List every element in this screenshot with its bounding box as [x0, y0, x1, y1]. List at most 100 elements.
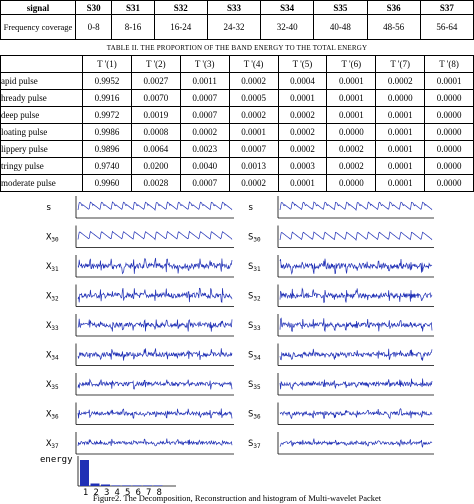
- panel-label: X30: [46, 233, 59, 244]
- band-header: S37: [419, 0, 474, 15]
- energy-ratio-cell: 0.0000: [375, 89, 426, 107]
- signal-panel: S31: [248, 255, 434, 278]
- energy-ratio-cell: 0.0001: [375, 174, 426, 192]
- corner-cell: [0, 55, 83, 73]
- energy-ratio-cell: 0.0002: [179, 123, 230, 141]
- energy-tick-label: 1: [83, 488, 88, 498]
- signal-panel: X32: [46, 284, 234, 307]
- energy-band-header: T '(4): [228, 55, 279, 73]
- multi-wavelet-figure: s X30 X31 X32 X33 X34 X35 X36 X37 s S30 S31 S32 S33 S3…: [40, 196, 434, 498]
- energy-ratio-cell: 0.0001: [375, 140, 426, 158]
- energy-band-header: T '(6): [326, 55, 377, 73]
- energy-ratio-cell: 0.9952: [82, 72, 132, 90]
- panel-label: S34: [248, 351, 261, 362]
- signal-panel: s: [46, 196, 234, 219]
- frequency-range-cell: 32-40: [260, 14, 315, 40]
- signal-trace: [279, 378, 433, 391]
- table-row: moderate pulse 0.9960 0.0028 0.0007 0.0002 0.…: [0, 174, 474, 192]
- signal-panel: X36: [46, 402, 234, 425]
- energy-tick-label: 3: [104, 488, 109, 498]
- signal-panel: S37: [248, 432, 434, 455]
- panel-label: S37: [248, 439, 261, 450]
- signal-panel: S30: [248, 225, 434, 248]
- energy-ratio-cell: 0.0003: [277, 157, 328, 175]
- panel-label: S35: [248, 380, 261, 391]
- energy-tick-label: 6: [136, 488, 141, 498]
- figure-caption: Figure2. The Decomposition, Reconstructi…: [92, 493, 382, 503]
- signal-panel: S33: [248, 314, 434, 337]
- energy-ratio-cell: 0.0001: [326, 72, 377, 90]
- panel-label: s: [46, 203, 51, 213]
- signal-panel: X37: [46, 432, 234, 455]
- frequency-range-cell: 24-32: [206, 14, 262, 40]
- signal-trace: [279, 408, 433, 420]
- signal-header: signal: [0, 0, 76, 15]
- pulse-type-label: deep pulse: [0, 106, 83, 124]
- energy-ratio-cell: 0.0013: [228, 157, 279, 175]
- pulse-type-label: loating pulse: [0, 123, 83, 141]
- table-row: deep pulse 0.9972 0.0019 0.0007 0.0002 0.0002…: [0, 106, 474, 124]
- energy-ratio-cell: 0.0002: [228, 106, 279, 124]
- table-row: tringy pulse 0.9740 0.0200 0.0040 0.0013 0.00…: [0, 157, 474, 175]
- frequency-range-cell: 40-48: [313, 14, 368, 40]
- signal-panel: X35: [46, 373, 234, 396]
- energy-ratio-cell: 0.0005: [228, 89, 279, 107]
- table-row: loating pulse 0.9986 0.0008 0.0002 0.0001 0.0…: [0, 123, 474, 141]
- energy-band-header: T '(5): [277, 55, 328, 73]
- energy-ratio-cell: 0.0007: [179, 106, 230, 124]
- energy-ratio-cell: 0.0004: [277, 72, 328, 90]
- band-header: S32: [153, 0, 208, 15]
- energy-ratio-cell: 0.0200: [130, 157, 181, 175]
- signal-trace: [77, 230, 233, 241]
- energy-ratio-cell: 0.9916: [82, 89, 132, 107]
- band-header: S30: [74, 0, 113, 15]
- frequency-range-cell: 48-56: [366, 14, 421, 40]
- energy-ratio-cell: 0.0001: [277, 174, 328, 192]
- signal-trace: [279, 317, 433, 333]
- energy-ratio-cell: 0.0040: [179, 157, 230, 175]
- energy-ratio-cell: 0.0001: [424, 72, 474, 90]
- signal-trace: [77, 201, 233, 211]
- energy-ratio-cell: 0.0023: [179, 140, 230, 158]
- energy-ratio-cell: 0.0000: [326, 174, 377, 192]
- energy-ratio-cell: 0.0000: [424, 123, 474, 141]
- signal-trace: [279, 287, 433, 304]
- table-ii-caption: TABLE II. THE PROPORTION OF THE BAND ENE…: [106, 44, 368, 52]
- energy-bar: [111, 485, 121, 486]
- panel-label: X35: [46, 380, 59, 391]
- signal-trace: [77, 287, 233, 303]
- signal-trace: [77, 318, 233, 332]
- energy-ratio-cell: 0.0002: [375, 72, 426, 90]
- panel-label: S30: [248, 233, 261, 244]
- signal-trace: [77, 438, 233, 447]
- panel-label: S31: [248, 262, 261, 273]
- energy-bar: [143, 485, 152, 486]
- band-header: S35: [313, 0, 368, 15]
- energy-band-header: T '(1): [82, 55, 132, 73]
- energy-tick-label: 7: [146, 488, 151, 498]
- pulse-type-label: moderate pulse: [0, 174, 83, 192]
- energy-band-header: T '(3): [179, 55, 230, 73]
- band-header: S36: [366, 0, 421, 15]
- energy-ratio-cell: 0.0002: [326, 157, 377, 175]
- energy-ratio-cell: 0.0001: [375, 106, 426, 124]
- energy-ratio-cell: 0.0027: [130, 72, 181, 90]
- panel-label: s: [248, 203, 253, 213]
- signal-trace: [77, 257, 233, 275]
- frequency-range-cell: 8-16: [111, 14, 155, 40]
- energy-ratio-cell: 0.0007: [179, 89, 230, 107]
- energy-ratio-cell: 0.0001: [326, 106, 377, 124]
- signal-trace: [77, 378, 233, 390]
- band-header: S31: [111, 0, 155, 15]
- table-row: apid pulse 0.9952 0.0027 0.0011 0.0002 0.0004…: [0, 72, 474, 90]
- energy-bar: [132, 485, 142, 486]
- signal-panel: S32: [248, 284, 434, 307]
- energy-tick-label: 2: [94, 488, 99, 498]
- energy-bar: [101, 484, 110, 486]
- energy-ratio-cell: 0.0002: [277, 140, 328, 158]
- energy-ratio-cell: 0.0070: [130, 89, 181, 107]
- energy-ratio-cell: 0.9896: [82, 140, 132, 158]
- panel-label: S32: [248, 292, 261, 303]
- energy-ratio-cell: 0.9986: [82, 123, 132, 141]
- energy-ratio-cell: 0.0002: [228, 72, 279, 90]
